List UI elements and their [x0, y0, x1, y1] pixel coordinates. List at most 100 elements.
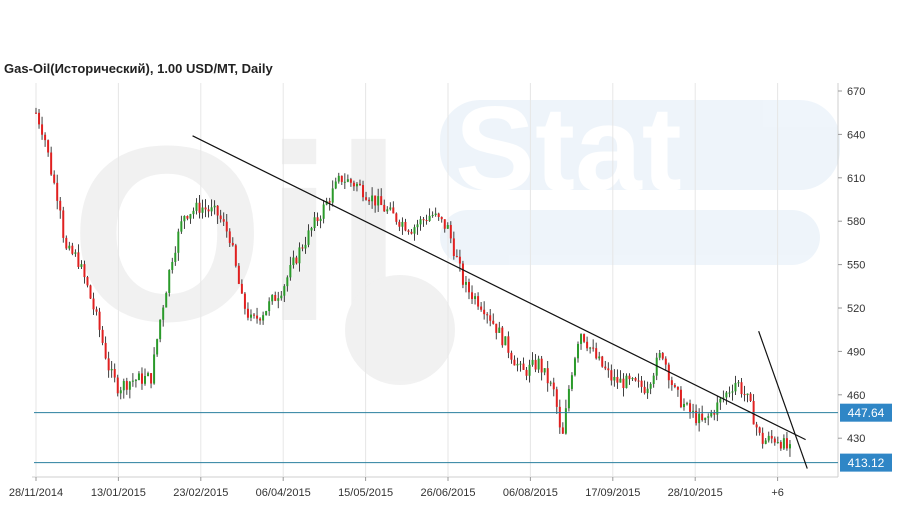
candle-body — [673, 385, 676, 387]
candle-body — [655, 357, 658, 376]
candle-body — [643, 386, 646, 394]
y-tick-label: 460 — [847, 390, 865, 402]
candle-body — [434, 213, 437, 216]
candle-body — [540, 358, 543, 373]
candle-body — [701, 413, 704, 421]
candle-body — [625, 375, 628, 389]
candle-body — [162, 307, 165, 320]
candle-body — [343, 181, 346, 183]
candle-body — [764, 440, 767, 444]
candle-body — [352, 182, 355, 187]
candle-body — [516, 363, 519, 366]
candle-body — [392, 207, 395, 214]
candle-body — [137, 373, 140, 381]
candle-body — [758, 427, 761, 433]
candle-body — [268, 301, 271, 312]
candle-body — [467, 281, 470, 293]
candle-body — [686, 403, 689, 405]
y-tick-label: 580 — [847, 216, 865, 228]
candle-body — [749, 393, 752, 401]
candle-body — [225, 221, 228, 232]
watermark-text-oil: Oil — [70, 94, 403, 373]
candle-body — [613, 376, 616, 381]
candle-body — [153, 354, 156, 384]
candle-body — [77, 252, 80, 267]
candle-body — [47, 140, 50, 153]
candle-body — [301, 247, 304, 249]
grid — [32, 83, 839, 478]
candle-body — [443, 219, 446, 229]
candle-body — [601, 356, 604, 367]
candle-body — [358, 183, 361, 186]
candle-body — [210, 207, 213, 212]
x-tick-label: 13/01/2015 — [91, 487, 146, 499]
candle-body — [150, 373, 153, 384]
candle-body — [695, 410, 698, 424]
candle-body — [116, 377, 119, 394]
candle-body — [289, 265, 292, 278]
candle-body — [377, 196, 380, 206]
y-tick-label: 520 — [847, 303, 865, 315]
candle-body — [658, 353, 661, 358]
candle-body — [670, 380, 673, 386]
candle-body — [374, 195, 377, 206]
candle-body — [428, 215, 431, 221]
candle-body — [201, 207, 204, 213]
candle-body — [410, 231, 413, 234]
candle-body — [458, 256, 461, 264]
candle-body — [549, 382, 552, 384]
candle-body — [107, 358, 110, 371]
candle-body — [788, 444, 791, 449]
candle-body — [616, 376, 619, 383]
candle-body — [534, 359, 537, 370]
candle-body — [368, 199, 371, 202]
candle-body — [198, 202, 201, 213]
candle-body — [265, 311, 268, 316]
candle-body — [334, 181, 337, 189]
horizontal-levels: 447.64 413.12 — [34, 403, 892, 472]
candle-body — [156, 339, 159, 355]
candle-body — [340, 175, 343, 182]
candle-body — [583, 334, 586, 342]
candle-body — [195, 202, 198, 211]
x-tick-label: 26/06/2015 — [420, 487, 475, 499]
candle-body — [240, 283, 243, 294]
x-tick-label: 06/08/2015 — [503, 487, 558, 499]
candle-body — [165, 292, 168, 308]
candle-body — [419, 219, 422, 225]
candle-body — [501, 327, 504, 346]
y-axis: 670 640 610 580 550 520 490 460 430 — [838, 86, 865, 445]
candle-body — [328, 201, 331, 203]
candle-body — [274, 295, 277, 301]
candle-body — [622, 378, 625, 389]
candle-body — [474, 296, 477, 300]
candle-body — [664, 358, 667, 365]
candle-body — [446, 225, 449, 229]
candle-body — [543, 368, 546, 373]
candle-body — [558, 406, 561, 428]
watermark-text-stat: Stat — [455, 82, 682, 216]
candle-body — [567, 388, 570, 409]
candle-body — [234, 245, 237, 266]
candle-body — [304, 244, 307, 249]
candle-body — [65, 237, 68, 249]
candle-body — [713, 412, 716, 415]
candle-body — [134, 380, 137, 382]
candle-body — [228, 231, 231, 243]
trendline — [758, 330, 808, 469]
candle-body — [483, 309, 486, 315]
candle-body — [74, 252, 77, 254]
candle-body — [355, 183, 358, 187]
y-tick-label: 490 — [847, 346, 865, 358]
candle-body — [577, 343, 580, 359]
candle-body — [770, 435, 773, 439]
candle-body — [449, 225, 452, 239]
candle-body — [522, 363, 525, 370]
candle-body — [98, 311, 101, 330]
level-label-box — [840, 453, 892, 472]
candle-body — [307, 230, 310, 245]
candle-body — [716, 402, 719, 415]
candle-body — [646, 388, 649, 394]
candle-body — [710, 412, 713, 417]
candle-body — [53, 174, 56, 183]
